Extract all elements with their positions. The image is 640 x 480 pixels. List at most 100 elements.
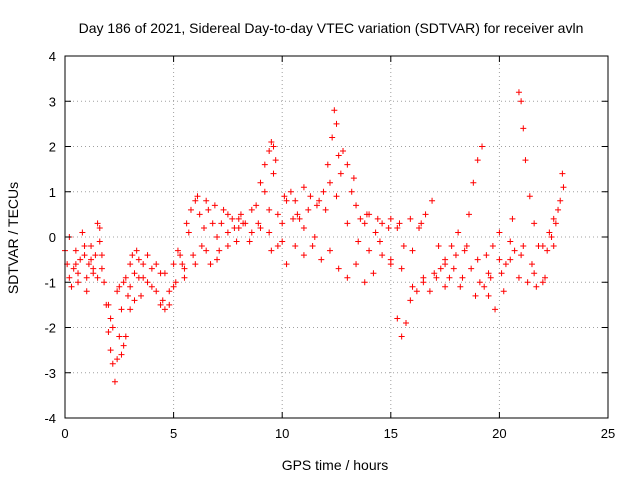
data-point — [507, 256, 514, 263]
data-point — [531, 270, 538, 277]
data-point — [201, 224, 208, 231]
data-point — [548, 234, 555, 240]
data-point — [98, 265, 105, 272]
data-point — [268, 247, 275, 254]
data-point — [75, 270, 82, 277]
data-point — [292, 243, 299, 250]
data-point — [109, 360, 116, 367]
data-point — [539, 243, 546, 250]
data-point — [348, 188, 355, 195]
data-point — [185, 229, 192, 236]
data-point — [385, 224, 392, 231]
data-point — [520, 243, 527, 250]
data-point — [300, 184, 307, 191]
data-point — [75, 279, 82, 286]
data-point — [329, 134, 336, 141]
data-point — [465, 211, 472, 218]
data-point — [248, 206, 255, 213]
data-point — [437, 265, 444, 272]
data-point — [194, 193, 201, 200]
data-point — [470, 179, 477, 186]
data-point — [85, 261, 92, 268]
data-point — [131, 270, 138, 277]
data-point — [340, 148, 347, 155]
data-point — [309, 243, 316, 250]
data-point — [127, 261, 134, 268]
data-point — [166, 288, 173, 295]
data-point — [413, 288, 420, 295]
data-point — [353, 261, 360, 268]
data-point — [203, 247, 210, 254]
data-point — [207, 261, 214, 268]
data-point — [409, 247, 416, 254]
data-point — [268, 138, 275, 145]
data-point — [94, 274, 101, 281]
data-point — [496, 256, 503, 263]
data-point — [455, 229, 462, 236]
data-point — [172, 279, 179, 286]
data-point — [101, 279, 108, 286]
data-point — [253, 202, 260, 209]
data-point — [279, 220, 286, 227]
data-point — [111, 378, 118, 385]
data-point — [187, 206, 194, 213]
data-point — [157, 270, 164, 277]
data-point — [124, 292, 131, 299]
data-point — [555, 206, 562, 213]
data-point — [68, 283, 75, 290]
data-series — [62, 89, 567, 385]
data-point — [420, 279, 427, 286]
data-point — [198, 243, 205, 250]
axis-ticks — [64, 55, 609, 419]
data-point — [481, 283, 488, 290]
data-point — [560, 184, 567, 191]
data-point — [179, 261, 186, 268]
data-point — [526, 193, 533, 200]
data-point — [426, 288, 433, 295]
data-point — [127, 283, 134, 290]
data-point — [107, 347, 114, 354]
data-point — [237, 211, 244, 218]
data-point — [483, 252, 490, 259]
data-point — [311, 234, 318, 240]
data-point — [144, 252, 151, 259]
data-point — [416, 224, 423, 231]
data-point — [240, 220, 247, 227]
data-point — [81, 243, 88, 250]
data-point — [205, 206, 212, 213]
data-point — [544, 247, 551, 254]
data-point — [446, 274, 453, 281]
data-point — [133, 247, 140, 254]
data-point — [320, 188, 327, 195]
data-point — [387, 215, 394, 222]
data-point — [216, 247, 223, 254]
data-point — [109, 324, 116, 331]
data-point — [457, 283, 464, 290]
data-point — [379, 220, 386, 227]
data-point — [144, 279, 151, 286]
data-point — [361, 279, 368, 286]
data-point — [177, 252, 184, 259]
data-point — [366, 247, 373, 254]
data-point — [192, 197, 199, 204]
data-point — [120, 279, 127, 286]
data-point — [500, 288, 507, 295]
data-point — [448, 243, 455, 250]
data-point — [305, 206, 312, 213]
data-point — [79, 229, 86, 236]
data-point — [181, 274, 188, 281]
data-point — [487, 274, 494, 281]
data-point — [140, 261, 147, 268]
x-tick-label: 10 — [275, 426, 289, 441]
data-point — [166, 301, 173, 308]
data-point — [272, 157, 279, 164]
data-point — [94, 220, 101, 227]
data-point — [135, 274, 142, 281]
data-point — [474, 256, 481, 263]
data-point — [190, 252, 197, 259]
y-tick-label: 4 — [49, 49, 56, 64]
data-point — [442, 283, 449, 290]
data-point — [214, 234, 221, 240]
data-point — [322, 206, 329, 213]
data-point — [246, 238, 253, 245]
